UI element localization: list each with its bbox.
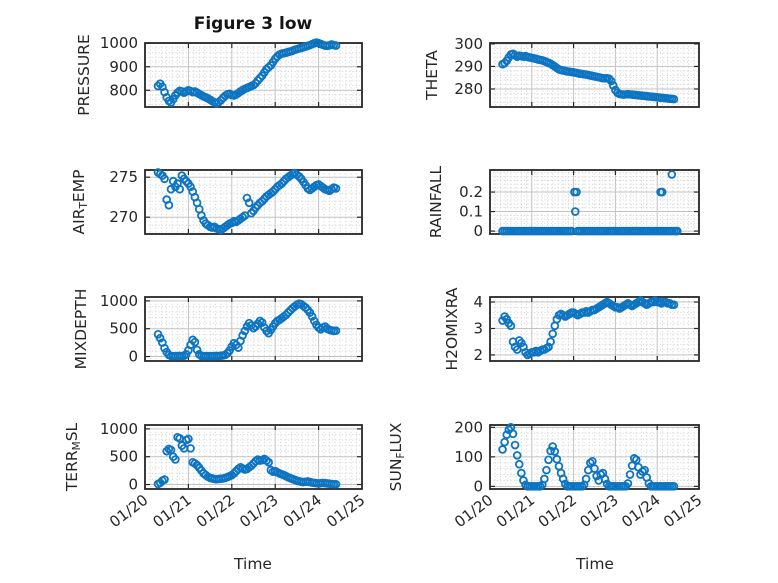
svg-text:0: 0 [128,348,138,366]
svg-text:01/21: 01/21 [149,491,194,531]
svg-text:01/20: 01/20 [451,491,496,531]
axes-box [489,296,700,362]
svg-text:01/21: 01/21 [493,491,538,531]
subplot-rainfall: 00.1 0.2 [459,169,700,240]
svg-text:1000: 1000 [100,34,138,52]
axes-box [489,424,700,490]
svg-text:200: 200 [454,418,483,436]
svg-text:0.1: 0.1 [459,203,483,221]
scatter-series [498,49,679,104]
svg-text:1000: 1000 [100,292,138,310]
tick-marks [491,171,698,233]
major-grid [490,43,699,107]
y-tick-labels: 800 900 1000 [100,34,138,99]
svg-text:01/25: 01/25 [660,491,705,531]
svg-text:4: 4 [473,293,483,311]
scatter-series [153,38,341,108]
svg-text:0: 0 [128,476,138,494]
y-axis-label-h2omixra: H2OMIXRA [443,287,461,371]
svg-text:100: 100 [454,448,483,466]
svg-text:01/25: 01/25 [323,491,368,531]
svg-text:01/24: 01/24 [280,491,325,531]
minor-grid [145,43,362,107]
y-tick-labels: 2 3 4 [473,293,483,364]
axes-box [489,42,700,108]
axes-box [144,169,363,235]
tick-marks [146,298,361,360]
svg-text:01/23: 01/23 [236,491,281,531]
svg-text:2: 2 [473,346,483,364]
svg-text:275: 275 [109,168,138,186]
axes-box [144,42,363,108]
svg-text:280: 280 [454,80,483,98]
x-axis-label-right: Time [576,555,614,573]
tick-marks [146,171,361,233]
svg-text:500: 500 [109,448,138,466]
x-axis-label-left: Time [234,555,272,573]
tick-marks [146,42,361,106]
scatter-series [153,168,341,235]
svg-text:0.2: 0.2 [459,183,483,201]
svg-text:01/24: 01/24 [618,491,663,531]
svg-text:800: 800 [109,81,138,99]
scatter-series [153,299,341,361]
svg-text:270: 270 [109,208,138,226]
y-axis-label-pressure: PRESSURE [75,34,93,116]
svg-text:01/22: 01/22 [193,491,238,531]
y-axis-label-terr-msl: TERRMSL [63,422,83,492]
y-tick-labels: 270 275 [109,168,138,226]
y-axis-label-rainfall: RAINFALL [427,165,445,239]
y-tick-labels: 0 100 200 [454,418,483,495]
axes-box [144,424,363,490]
scatter-series [498,170,682,236]
svg-text:900: 900 [109,58,138,76]
y-axis-label-air-temp: AIRTEMP [70,169,90,235]
scatter-series [498,296,679,360]
scatter-series [498,423,679,491]
subplot-air-temp: 270 275 [109,168,363,235]
subplot-mixdepth: 0 500 1000 [100,292,363,366]
svg-text:01/22: 01/22 [535,491,580,531]
minor-grid [145,425,362,489]
svg-text:500: 500 [109,320,138,338]
svg-text:300: 300 [454,35,483,53]
svg-text:3: 3 [473,319,483,337]
y-axis-label-sun-flux: SUNFLUX [387,422,407,492]
svg-text:01/20: 01/20 [106,491,151,531]
scatter-series [153,432,341,489]
y-tick-labels: 0 500 1000 [100,292,138,366]
svg-text:1000: 1000 [100,420,138,438]
axes-box [144,296,363,362]
svg-text:290: 290 [454,57,483,75]
svg-text:0: 0 [473,222,483,240]
svg-text:01/23: 01/23 [576,491,621,531]
minor-grid [490,170,699,234]
y-tick-labels: 0 500 1000 [100,420,138,494]
figure-title: Figure 3 low [193,14,313,34]
subplot-theta: 280 290 300 [454,35,700,108]
tick-marks [491,43,698,106]
subplot-h2omixra: 2 3 4 [473,293,700,364]
y-tick-labels: 280 290 300 [454,35,483,98]
subplot-pressure: 800 900 1000 [100,34,363,108]
y-axis-label-mixdepth: MIXDEPTH [72,288,90,370]
y-axis-label-theta: THETA [423,50,441,100]
y-tick-labels: 00.1 0.2 [459,183,483,240]
svg-text:0: 0 [473,477,483,495]
